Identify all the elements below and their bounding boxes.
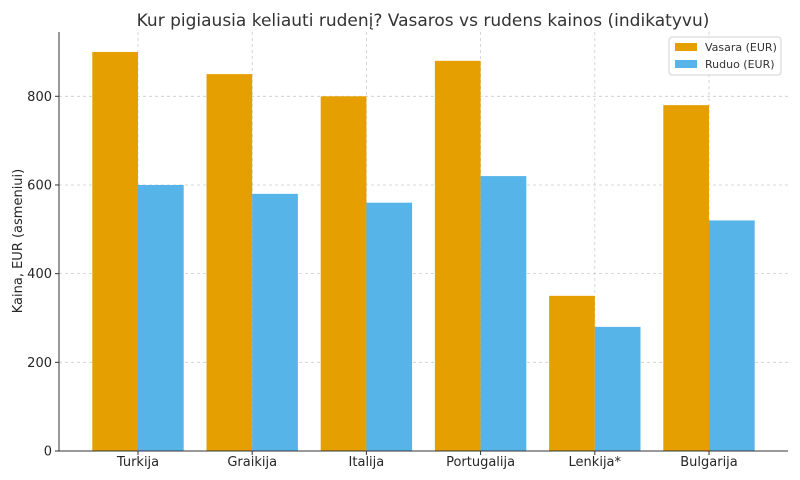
x-tick-label: Graikija (227, 455, 277, 470)
legend-swatch (675, 60, 697, 68)
legend-label: Vasara (EUR) (705, 41, 777, 54)
bar-autumn (480, 176, 527, 451)
x-tick-label: Turkija (116, 455, 159, 470)
tick-labels: 0 200 400 600 800 Turkija Graikija Italija Portu… (27, 90, 738, 470)
bar-autumn (366, 202, 413, 451)
bar-autumn (138, 184, 184, 451)
bar-autumn (252, 193, 298, 451)
x-tick-label: Lenkija* (569, 455, 622, 470)
bar-autumn (709, 220, 755, 451)
bar-summer (549, 295, 595, 451)
x-tick-label: Portugalija (446, 455, 515, 470)
x-tick-label: Bulgarija (680, 455, 738, 470)
legend-swatch (675, 43, 697, 51)
bar-summer (320, 96, 367, 451)
y-tick-label: 0 (44, 445, 52, 460)
axes (55, 32, 788, 455)
legend: Vasara (EUR) Ruduo (EUR) (668, 36, 782, 76)
bars (92, 51, 755, 452)
y-tick-label: 200 (27, 356, 52, 371)
bar-autumn (594, 326, 641, 451)
chart-title: Kur pigiausia keliauti rudenį? Vasaros v… (137, 11, 710, 31)
legend-label: Ruduo (EUR) (705, 58, 775, 71)
y-tick-label: 400 (27, 267, 52, 282)
bar-summer (663, 105, 709, 452)
y-tick-label: 800 (27, 90, 52, 105)
bar-summer (92, 51, 138, 451)
bar-summer (434, 60, 481, 452)
x-tick-label: Italija (349, 455, 385, 470)
y-axis-label: Kaina, EUR (asmeniui) (11, 169, 26, 314)
y-tick-label: 600 (27, 178, 52, 193)
bar-summer (206, 74, 253, 451)
